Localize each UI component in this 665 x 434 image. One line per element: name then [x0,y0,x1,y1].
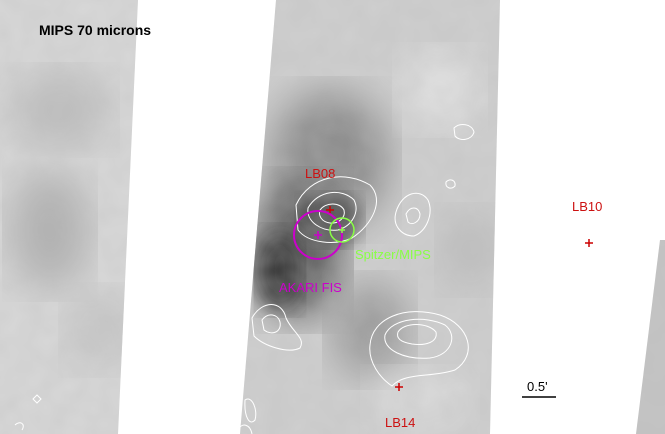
spitzer-center-icon [339,227,345,233]
source-label-lb08: LB08 [305,166,335,181]
spitzer-beam-circle-icon [329,217,355,243]
source-label-lb14: LB14 [385,415,415,430]
akari-beam-circle-icon [293,210,343,260]
left-image-strip [0,0,138,434]
scale-bar-label: 0.5' [527,379,548,394]
map-title: MIPS 70 microns [39,22,151,38]
spitzer-beam-label: Spitzer/MIPS [355,247,431,262]
right-image-strip [636,240,665,434]
akari-beam-label: AKARI FIS [279,280,342,295]
source-markers [326,206,593,391]
lb14-marker-icon [395,383,403,391]
center-image-strip [240,0,500,434]
contour-lines [14,124,475,434]
source-label-lb10: LB10 [572,199,602,214]
lb10-marker-icon [585,239,593,247]
akari-center-icon [314,231,322,239]
lb08-marker-icon [326,206,334,214]
